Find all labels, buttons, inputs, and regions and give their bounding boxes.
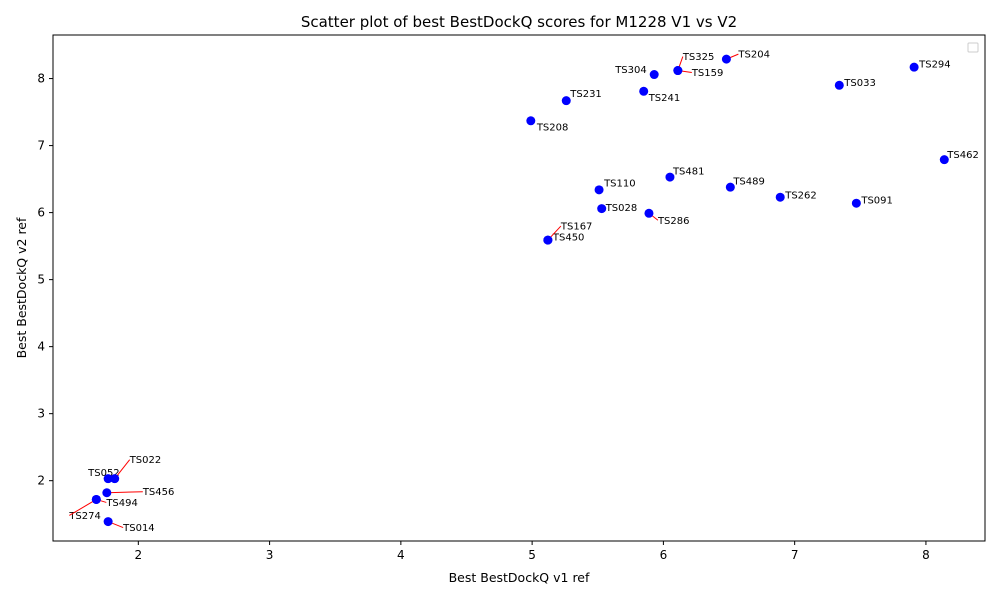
data-point-ts325 (673, 66, 683, 76)
axes-frame (52, 34, 986, 542)
y-tick-label: 8 (37, 72, 45, 86)
data-point-ts241 (639, 86, 649, 96)
data-point-ts456 (102, 488, 112, 498)
data-point-ts489 (725, 182, 735, 192)
point-label-ts489: TS489 (732, 177, 765, 188)
point-label-ts325: TS325 (682, 52, 715, 63)
x-tick-label: 7 (791, 548, 799, 562)
point-label-ts304: TS304 (614, 65, 647, 76)
point-label-ts208: TS208 (536, 122, 569, 133)
point-label-ts028: TS028 (605, 203, 638, 214)
y-axis-label: Best BestDockQ v2 ref (14, 217, 29, 358)
point-label-ts456: TS456 (142, 487, 175, 498)
point-label-ts110: TS110 (603, 178, 636, 189)
x-axis: 2 3 4 5 6 7 8 (135, 541, 930, 562)
data-point-ts231 (561, 96, 571, 106)
data-point-ts167 (543, 235, 553, 245)
y-tick-label: 7 (37, 139, 45, 153)
x-tick-label: 6 (660, 548, 668, 562)
x-tick-label: 3 (266, 548, 274, 562)
y-tick-label: 4 (37, 340, 45, 354)
point-label-ts462: TS462 (946, 150, 979, 161)
point-label-ts033: TS033 (843, 78, 876, 89)
point-label-ts286: TS286 (657, 216, 690, 227)
point-label-ts494: TS494 (105, 498, 138, 509)
point-label-ts014: TS014 (122, 523, 155, 534)
data-point-ts091 (851, 198, 861, 208)
point-label-ts167: TS167 (560, 222, 593, 233)
y-tick-label: 2 (37, 474, 45, 488)
leader-line-ts456 (106, 491, 143, 494)
data-point-ts294 (909, 62, 919, 72)
data-point-ts208 (526, 116, 536, 126)
point-label-ts159: TS159 (691, 68, 724, 79)
point-label-ts204: TS204 (737, 50, 770, 61)
legend-box (967, 42, 979, 53)
leader-line-ts274 (69, 499, 97, 516)
data-point-ts481 (665, 172, 675, 182)
y-axis: 2 3 4 5 6 7 8 (37, 72, 53, 488)
point-label-ts231: TS231 (569, 89, 602, 100)
x-tick-label: 4 (397, 548, 405, 562)
leader-lines (69, 53, 739, 529)
data-point-ts262 (775, 192, 785, 202)
point-label-ts022: TS022 (129, 455, 162, 466)
point-label-ts450: TS450 (552, 233, 585, 244)
point-label-ts294: TS294 (918, 60, 951, 71)
data-point-ts028 (597, 204, 607, 214)
data-point-ts204 (721, 54, 731, 64)
data-point-ts022 (110, 474, 120, 484)
y-tick-label: 5 (37, 273, 45, 287)
data-point-ts052 (103, 474, 113, 484)
y-tick-label: 6 (37, 206, 45, 220)
point-label-ts274: TS274 (68, 511, 101, 522)
data-point-ts014 (103, 517, 113, 527)
x-tick-label: 5 (528, 548, 536, 562)
data-point-ts274 (91, 494, 101, 504)
data-point-ts462 (939, 155, 949, 165)
chart-title: Scatter plot of best BestDockQ scores fo… (301, 13, 737, 31)
data-point-ts286 (644, 208, 654, 218)
data-point-ts304 (649, 70, 659, 80)
data-point-ts033 (834, 80, 844, 90)
data-points (91, 54, 949, 527)
x-axis-label: Best BestDockQ v1 ref (449, 570, 590, 585)
point-label-ts481: TS481 (672, 167, 705, 178)
y-tick-label: 3 (37, 407, 45, 421)
point-label-ts262: TS262 (784, 191, 817, 202)
point-label-ts241: TS241 (648, 93, 681, 104)
data-point-ts110 (594, 185, 604, 195)
point-labels: TS204 TS294 TS159 TS325 TS304 TS033 TS241 TS231… (68, 50, 979, 534)
plot-area: TS204 TS294 TS159 TS325 TS304 TS033 TS241 TS231… (68, 50, 979, 534)
point-label-ts091: TS091 (860, 196, 893, 207)
x-tick-label: 8 (922, 548, 930, 562)
x-tick-label: 2 (135, 548, 143, 562)
point-label-ts052: TS052 (87, 468, 120, 479)
